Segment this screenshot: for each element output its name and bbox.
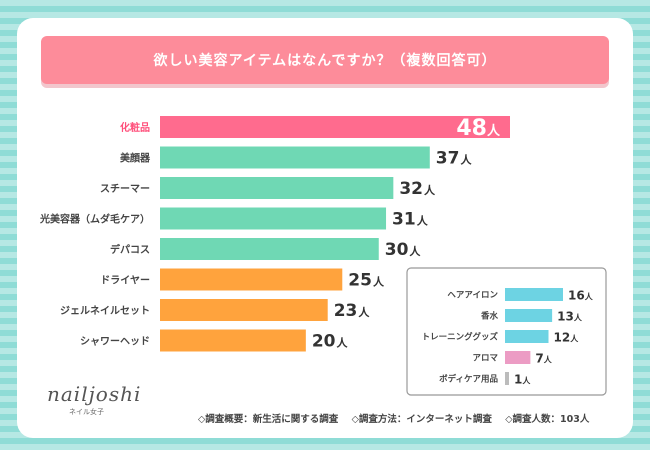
value-label: 25人 <box>348 271 385 291</box>
chart-title-banner: 欲しい美容アイテムはなんですか？（複数回答可） <box>41 36 609 84</box>
bar <box>160 116 510 138</box>
survey-count: ◇調査人数：103人 <box>505 414 590 425</box>
inset-category-label: 香水 <box>480 311 499 322</box>
value-label: 23人 <box>334 301 371 321</box>
bar <box>160 299 328 321</box>
inset-value-label: 13人 <box>557 310 583 324</box>
bar <box>160 207 387 230</box>
survey-method: ◇調査方法：インターネット調査 <box>351 414 492 425</box>
inset-category-label: トレーニンググッズ <box>422 332 499 343</box>
category-label: スチーマー <box>100 183 150 195</box>
value-label: 31人 <box>392 210 429 230</box>
value-label: 20人 <box>312 332 349 352</box>
inset-value-label: 12人 <box>554 331 580 345</box>
value-label: 32人 <box>399 179 436 199</box>
bar <box>160 146 430 169</box>
value-label: 48人 <box>456 116 501 141</box>
inset-value-label: 1人 <box>514 373 531 387</box>
bar <box>160 177 394 199</box>
category-label: ジェルネイルセット <box>60 305 150 317</box>
inset-category-label: ヘアアイロン <box>447 291 498 301</box>
survey-footer: ◇調査概要：新生活に関する調査 ◇調査方法：インターネット調査 ◇調査人数：10… <box>198 411 628 425</box>
inset-category-label: アロマ <box>472 354 498 364</box>
survey-overview: ◇調査概要：新生活に関する調査 <box>198 414 339 425</box>
bar <box>160 238 379 260</box>
inset-category-label: ボディケア用品 <box>439 374 498 385</box>
category-label: 化粧品 <box>120 121 150 134</box>
bar <box>160 268 343 291</box>
logo-wordmark: nailjoshi <box>47 382 142 406</box>
category-label: デパコス <box>110 243 150 256</box>
bar <box>160 329 306 352</box>
inset-bar <box>505 288 563 301</box>
inset-value-label: 16人 <box>568 289 594 303</box>
inset-bar <box>505 372 509 385</box>
inset-bar <box>505 330 549 343</box>
category-label: シャワーヘッド <box>80 336 150 348</box>
inset-bar <box>505 309 553 322</box>
category-label: ドライヤー <box>100 275 150 287</box>
value-label: 37人 <box>436 149 473 169</box>
chart-title: 欲しい美容アイテムはなんですか？（複数回答可） <box>153 53 497 69</box>
inset-value-label: 7人 <box>535 352 552 366</box>
category-label: 光美容器（ムダ毛ケア） <box>39 213 150 226</box>
inset-bar <box>505 351 531 364</box>
nailjoshi-logo: nailjoshi ネイル女子 <box>47 382 147 417</box>
logo-subtitle: ネイル女子 <box>69 408 104 416</box>
value-label: 30人 <box>385 240 422 260</box>
category-label: 美顔器 <box>120 152 151 165</box>
